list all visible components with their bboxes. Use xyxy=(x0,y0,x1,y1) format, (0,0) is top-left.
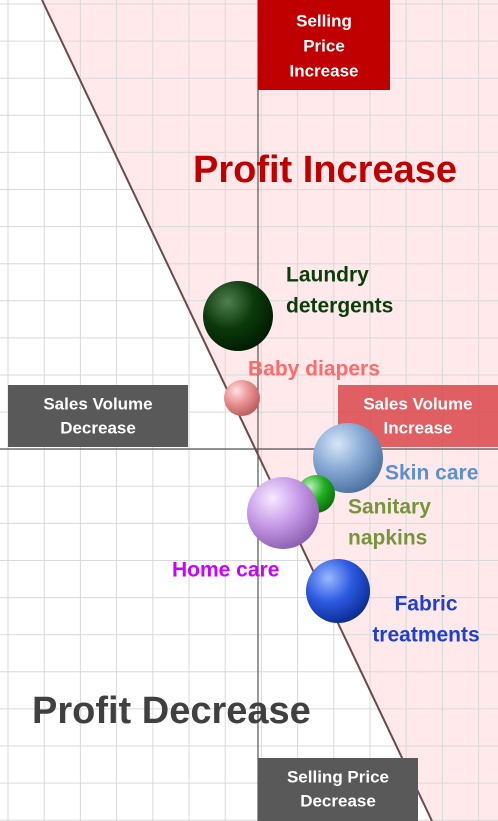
bubble-label: detergents xyxy=(286,295,393,318)
bubble-label: Laundry xyxy=(286,264,369,287)
top-label: Increase xyxy=(290,61,359,80)
labels: Selling Price Increase Sales Volume Decrease… xyxy=(43,11,479,810)
top-label: Price xyxy=(303,36,345,55)
bubble-label: treatments xyxy=(372,624,479,647)
bubble-label: Skin care xyxy=(385,462,478,485)
bubble xyxy=(306,559,370,623)
bubble-label: Sanitary xyxy=(348,496,431,519)
left-box xyxy=(8,385,188,447)
bubble xyxy=(224,380,260,416)
bubble xyxy=(203,281,273,351)
bubble-label: Home care xyxy=(172,559,279,582)
bubble xyxy=(247,477,319,549)
bubble-label: Fabric xyxy=(394,593,457,616)
profit-region xyxy=(42,0,498,821)
bubble-label: Baby diapers xyxy=(248,358,380,381)
bottom-label: Decrease xyxy=(300,791,376,810)
right-label: Increase xyxy=(384,418,453,437)
bubble xyxy=(313,423,383,493)
right-label: Sales Volume xyxy=(363,394,472,413)
bubble-label: napkins xyxy=(348,527,427,550)
left-label: Sales Volume xyxy=(43,394,152,413)
profit-decrease: Profit Decrease xyxy=(32,690,311,732)
left-label: Decrease xyxy=(60,418,136,437)
bottom-label: Selling Price xyxy=(287,767,389,786)
top-box xyxy=(258,0,390,90)
bottom-box xyxy=(258,758,418,821)
top-label: Selling xyxy=(296,11,352,30)
profit-increase: Profit Increase xyxy=(193,149,457,191)
